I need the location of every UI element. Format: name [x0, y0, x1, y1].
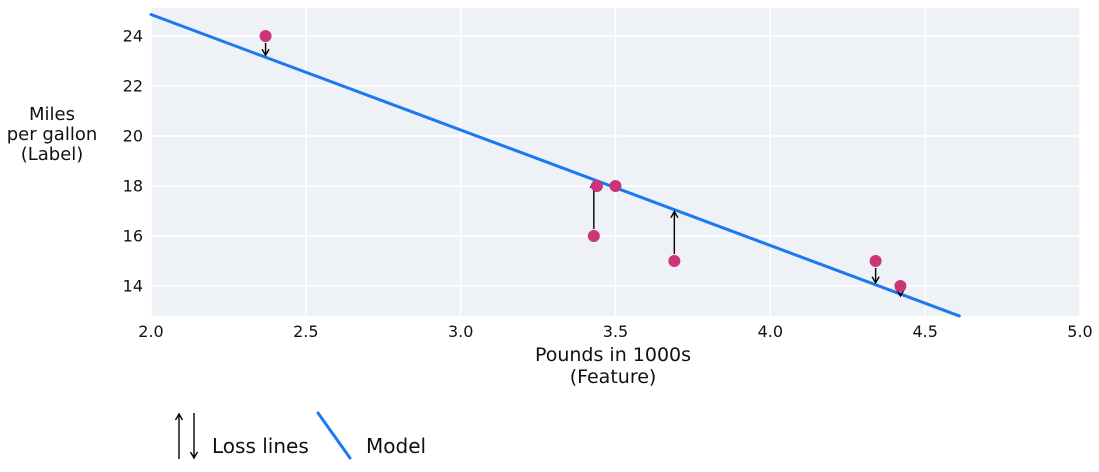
y-tick-label: 20 [123, 127, 143, 146]
model-line-segment [149, 13, 961, 318]
x-tick-label: 2.5 [293, 322, 318, 341]
y-axis-label-line-1: Miles [29, 104, 75, 125]
x-axis-label-line-2: (Feature) [570, 366, 657, 388]
data-point [894, 280, 907, 292]
y-axis-label-line-3: (Label) [21, 144, 84, 165]
x-tick-label: 4.0 [758, 322, 783, 341]
legend: Loss lines Model [174, 411, 426, 460]
x-tick-label: 3.5 [603, 322, 628, 341]
y-tick-label: 24 [123, 27, 143, 46]
y-tick-label: 18 [123, 177, 143, 196]
x-tick-label: 2.0 [138, 322, 163, 341]
data-point [668, 255, 681, 267]
x-axis-label-line-1: Pounds in 1000s [535, 344, 691, 366]
x-axis-tick-labels: 2.0 2.5 3.0 3.5 4.0 4.5 5.0 [138, 322, 1092, 341]
data-point [259, 30, 272, 42]
x-tick-label: 5.0 [1067, 322, 1092, 341]
y-tick-label: 14 [123, 277, 143, 296]
legend-loss-lines-label: Loss lines [212, 434, 309, 458]
data-points [259, 30, 907, 292]
y-axis-label: Miles per gallon (Label) [7, 104, 98, 165]
model-line [149, 13, 961, 318]
y-tick-label: 16 [123, 227, 143, 246]
y-axis-tick-labels: 14 16 18 20 22 24 [123, 27, 143, 296]
data-point [609, 180, 622, 192]
legend-model-line-icon [316, 411, 352, 460]
x-axis-label: Pounds in 1000s (Feature) [535, 344, 691, 388]
x-tick-label: 3.0 [448, 322, 473, 341]
legend-model-label: Model [366, 434, 426, 458]
data-point [587, 230, 600, 242]
x-tick-label: 4.5 [912, 322, 937, 341]
y-axis-label-line-2: per gallon [7, 124, 98, 145]
data-point [869, 255, 882, 267]
y-tick-label: 22 [123, 77, 143, 96]
data-point [590, 180, 603, 192]
